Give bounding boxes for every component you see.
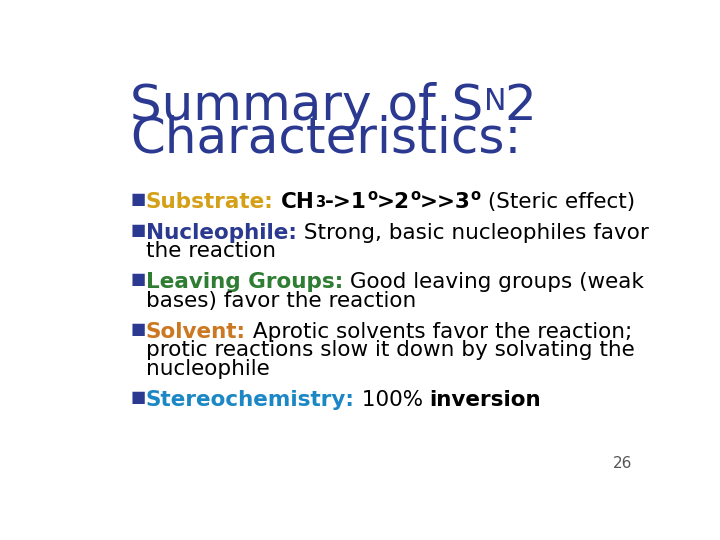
Text: ->1: ->1 xyxy=(325,192,367,212)
Text: nucleophile: nucleophile xyxy=(145,359,269,379)
Text: Good leaving groups (weak: Good leaving groups (weak xyxy=(343,272,644,293)
Text: Characteristics:: Characteristics: xyxy=(130,114,522,162)
Text: Leaving Groups:: Leaving Groups: xyxy=(145,272,343,293)
Text: >>3: >>3 xyxy=(420,192,471,212)
Text: CH: CH xyxy=(281,192,315,212)
Text: bases) favor the reaction: bases) favor the reaction xyxy=(145,291,416,311)
Text: Aprotic solvents favor the reaction;: Aprotic solvents favor the reaction; xyxy=(246,322,632,342)
Text: Substrate:: Substrate: xyxy=(145,192,274,212)
Text: o: o xyxy=(471,188,481,203)
Text: (Steric effect): (Steric effect) xyxy=(481,192,635,212)
Text: ■: ■ xyxy=(130,223,145,238)
Text: 100%: 100% xyxy=(355,390,430,410)
Text: ■: ■ xyxy=(130,322,145,337)
Text: o: o xyxy=(410,188,420,203)
Text: 26: 26 xyxy=(613,456,632,471)
Text: 2: 2 xyxy=(505,82,536,130)
Text: Strong, basic nucleophiles favor: Strong, basic nucleophiles favor xyxy=(297,223,649,243)
Text: inversion: inversion xyxy=(430,390,541,410)
Text: protic reactions slow it down by solvating the: protic reactions slow it down by solvati… xyxy=(145,340,634,360)
Text: 3: 3 xyxy=(315,195,325,210)
Text: Summary of S: Summary of S xyxy=(130,82,484,130)
Text: ■: ■ xyxy=(130,192,145,207)
Text: N: N xyxy=(484,87,506,116)
Text: the reaction: the reaction xyxy=(145,241,276,261)
Text: ■: ■ xyxy=(130,390,145,405)
Text: Nucleophile:: Nucleophile: xyxy=(145,223,297,243)
Text: >2: >2 xyxy=(377,192,410,212)
Text: Stereochemistry:: Stereochemistry: xyxy=(145,390,355,410)
Text: o: o xyxy=(367,188,377,203)
Text: ■: ■ xyxy=(130,272,145,287)
Text: Solvent:: Solvent: xyxy=(145,322,246,342)
